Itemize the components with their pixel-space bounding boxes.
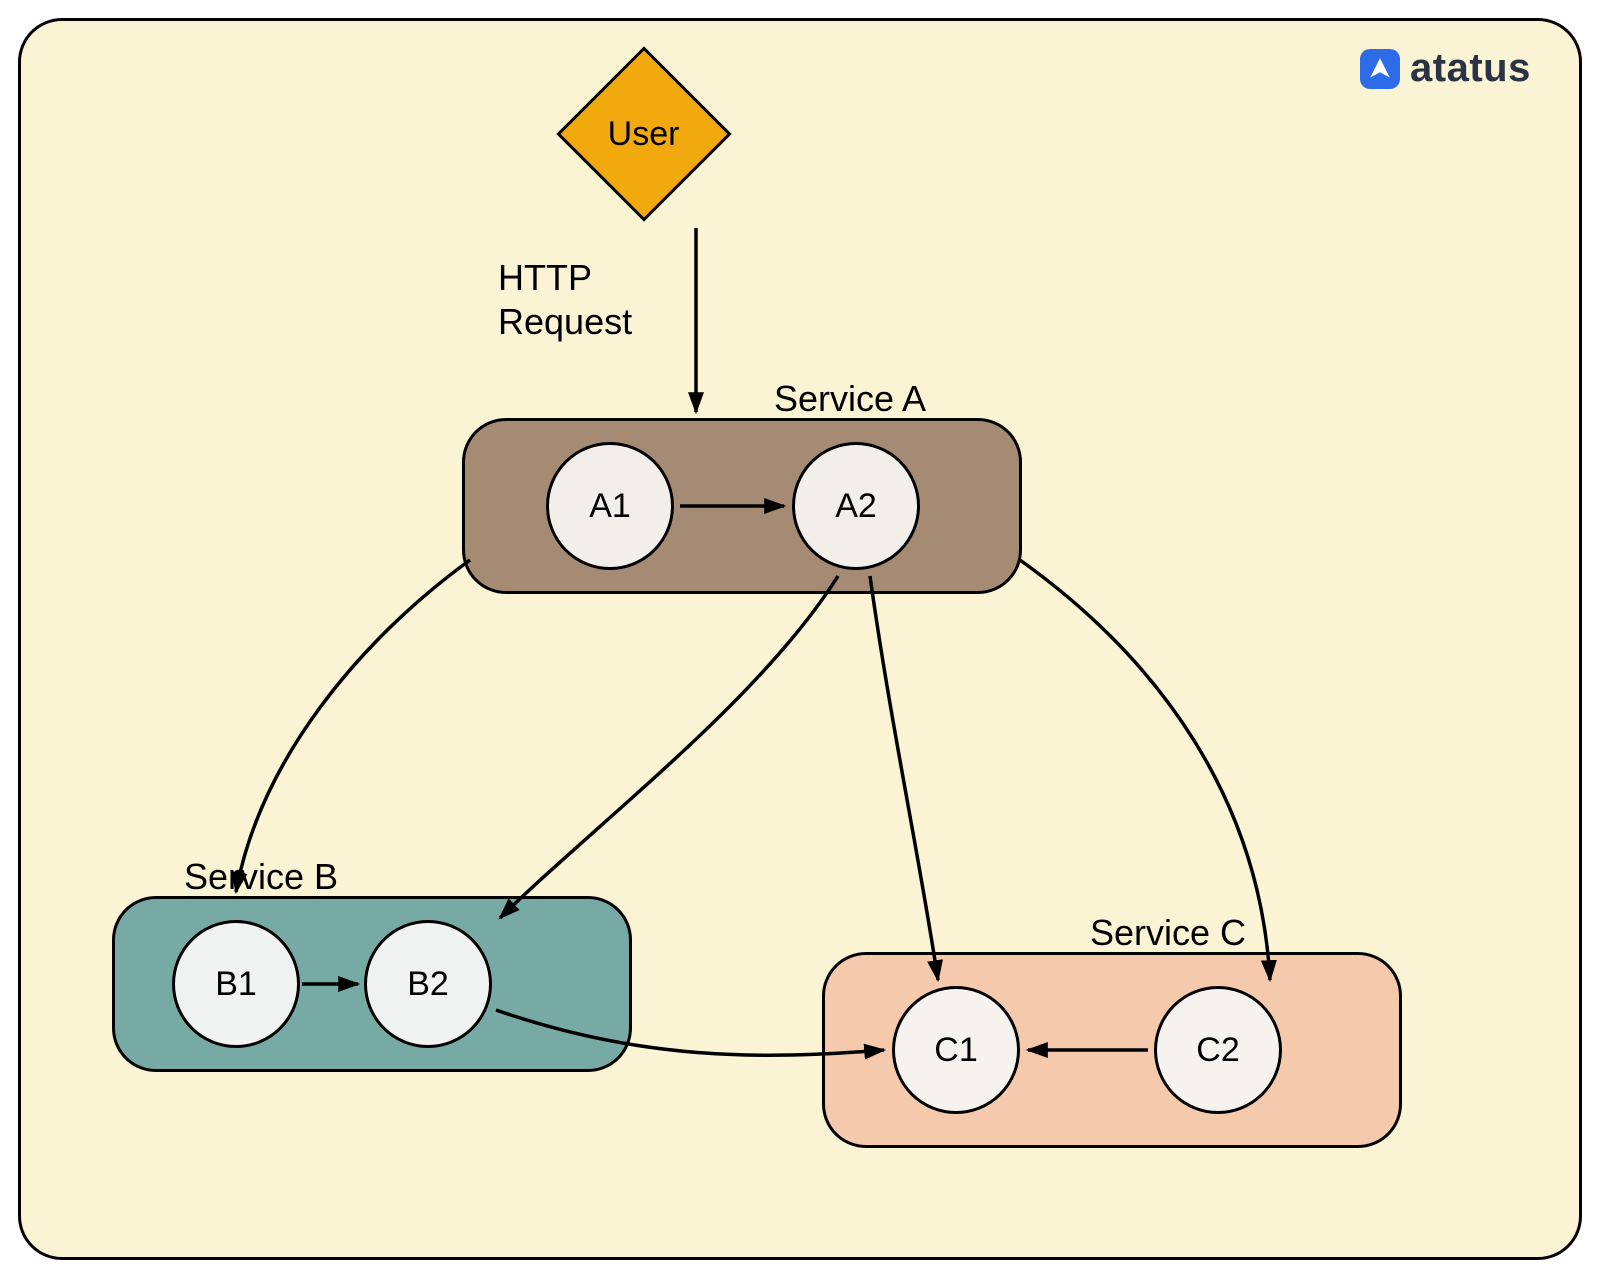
service-c-title: Service C	[1090, 912, 1246, 954]
node-b1: B1	[172, 920, 300, 1048]
brand-logo: atatus	[1360, 46, 1531, 91]
node-b2: B2	[364, 920, 492, 1048]
brand-text: atatus	[1410, 46, 1531, 91]
http-request-label: HTTP Request	[498, 256, 632, 344]
service-a-title: Service A	[774, 378, 926, 420]
node-a1-label: A1	[589, 487, 631, 526]
node-c2-label: C2	[1196, 1031, 1239, 1070]
node-b2-label: B2	[407, 965, 449, 1004]
node-a2: A2	[792, 442, 920, 570]
node-c1-label: C1	[934, 1031, 977, 1070]
user-label: User	[608, 114, 680, 153]
diagram-canvas: atatus User HTTP Request Service A A1 A2…	[0, 0, 1600, 1278]
node-a1: A1	[546, 442, 674, 570]
node-c1: C1	[892, 986, 1020, 1114]
node-b1-label: B1	[215, 965, 257, 1004]
node-a2-label: A2	[835, 487, 877, 526]
atatus-glyph-icon	[1367, 56, 1393, 82]
node-c2: C2	[1154, 986, 1282, 1114]
atatus-icon	[1360, 49, 1400, 89]
service-b-title: Service B	[184, 856, 338, 898]
